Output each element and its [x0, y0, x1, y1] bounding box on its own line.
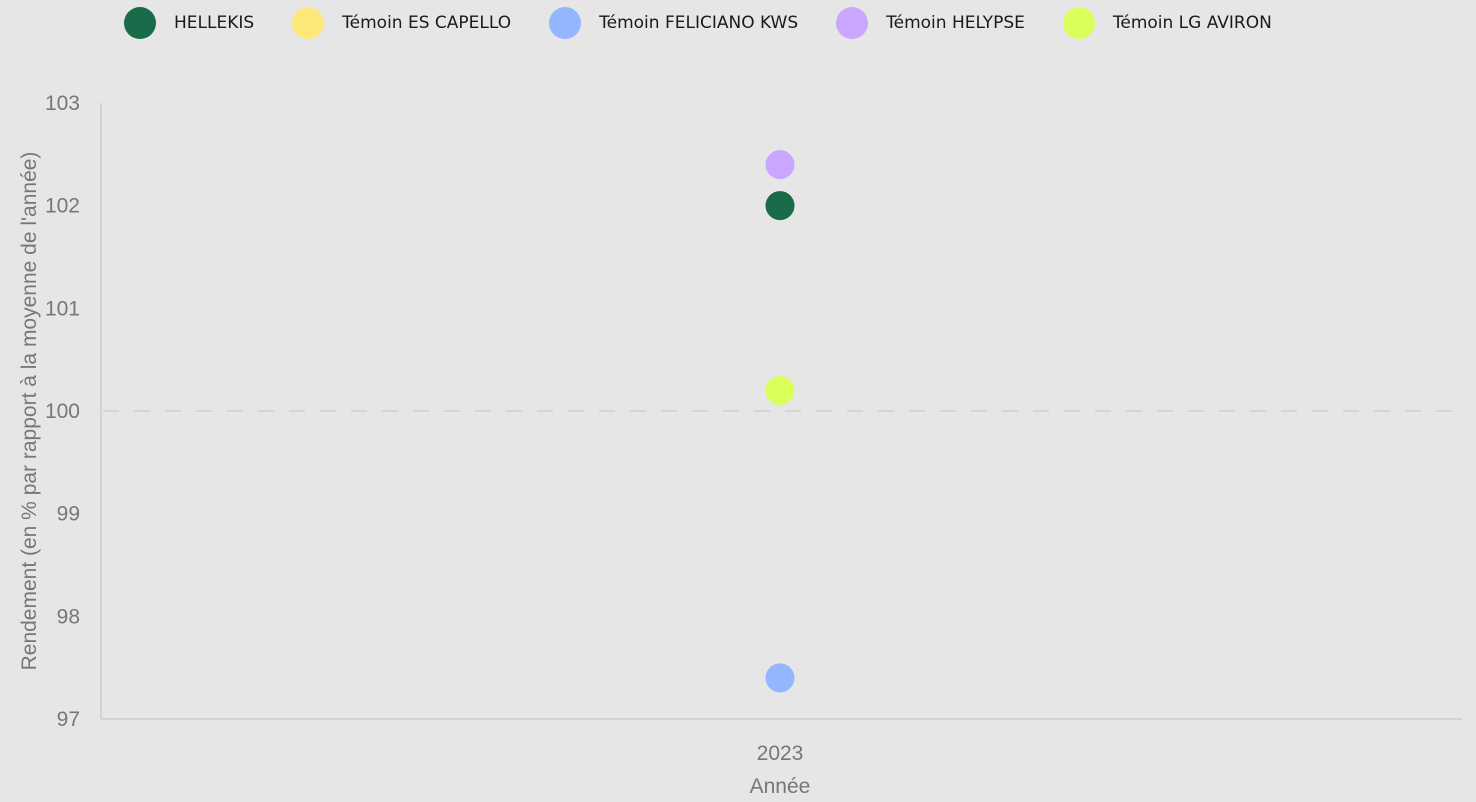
y-tick-label: 101 — [45, 297, 80, 320]
legend-item-es-capello[interactable]: Témoin ES CAPELLO — [292, 7, 511, 39]
legend-label: Témoin FELICIANO KWS — [599, 13, 799, 33]
y-tick-label: 103 — [45, 92, 80, 115]
y-tick-label: 100 — [45, 400, 80, 423]
y-tick-label: 102 — [45, 195, 80, 218]
y-axis-ticks: 97 98 99 100 101 102 103 — [45, 92, 80, 731]
y-tick-label: 99 — [57, 503, 80, 526]
data-point-hellekis[interactable] — [764, 190, 796, 222]
chart-legend: HELLEKIS Témoin ES CAPELLO Témoin FELICI… — [124, 7, 1310, 39]
data-points — [764, 149, 796, 694]
legend-label: Témoin ES CAPELLO — [342, 13, 512, 33]
legend-marker — [1062, 7, 1095, 39]
y-axis-title: Rendement (en % par rapport à la moyenne… — [18, 152, 41, 671]
y-tick-label: 97 — [57, 708, 80, 731]
legend-marker — [292, 7, 325, 39]
y-tick-label: 98 — [57, 605, 80, 628]
legend-item-hellekis[interactable]: HELLEKIS — [124, 7, 254, 39]
legend-label: Témoin HELYPSE — [886, 13, 1025, 33]
legend-item-feliciano-kws[interactable]: Témoin FELICIANO KWS — [549, 7, 798, 39]
data-point-t-moin-helypse[interactable] — [764, 149, 796, 181]
legend-marker — [549, 7, 582, 39]
x-tick-label: 2023 — [757, 742, 804, 765]
legend-label: Témoin LG AVIRON — [1112, 13, 1272, 33]
data-point-t-moin-lg-aviron[interactable] — [764, 374, 796, 406]
legend-label: HELLEKIS — [174, 13, 255, 33]
data-point-t-moin-feliciano-kws[interactable] — [764, 662, 796, 694]
x-axis-title: Année — [750, 775, 811, 798]
legend-item-lg-aviron[interactable]: Témoin LG AVIRON — [1062, 7, 1272, 39]
x-axis-ticks: 2023 — [757, 742, 804, 765]
legend-marker — [124, 7, 156, 39]
legend-item-helypse[interactable]: Témoin HELYPSE — [836, 7, 1025, 39]
legend-marker — [836, 7, 869, 39]
